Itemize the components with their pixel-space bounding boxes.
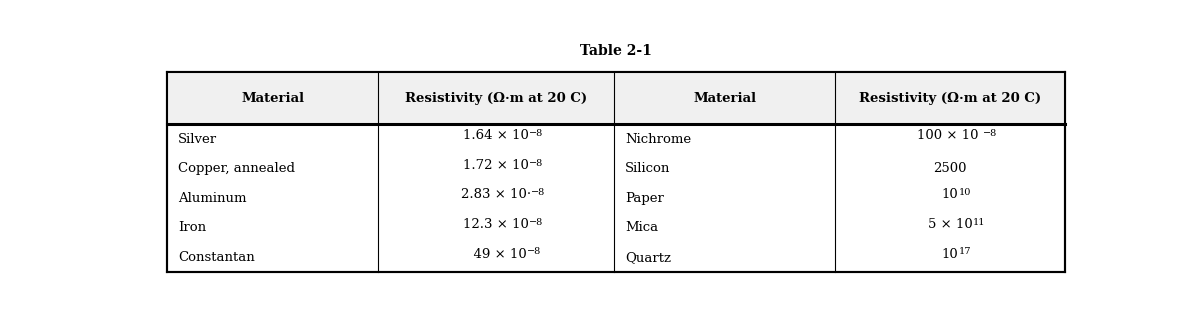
Text: 100 × 10: 100 × 10 <box>917 129 983 142</box>
Text: −8: −8 <box>529 129 543 138</box>
Text: Iron: Iron <box>178 222 207 235</box>
Text: 10: 10 <box>958 188 971 197</box>
Text: 1.72 × 10: 1.72 × 10 <box>464 159 529 172</box>
Text: Quartz: Quartz <box>625 251 672 264</box>
Text: Copper, annealed: Copper, annealed <box>178 162 296 175</box>
Text: 10: 10 <box>941 248 958 261</box>
Text: 10: 10 <box>941 188 958 201</box>
Text: −8: −8 <box>531 188 546 197</box>
Text: −8: −8 <box>983 129 998 138</box>
Text: −8: −8 <box>529 158 543 168</box>
Bar <box>167 72 1065 272</box>
Text: 12.3 × 10: 12.3 × 10 <box>464 218 529 231</box>
Bar <box>167 72 1065 124</box>
Text: 5 × 10: 5 × 10 <box>928 218 972 231</box>
Text: Silver: Silver <box>178 133 218 146</box>
Text: Material: Material <box>242 92 304 105</box>
Text: 17: 17 <box>958 248 971 256</box>
Text: −8: −8 <box>528 248 541 256</box>
Text: Material: Material <box>694 92 756 105</box>
Text: Table 2-1: Table 2-1 <box>581 44 651 58</box>
Text: 1.64 × 10: 1.64 × 10 <box>464 129 529 142</box>
Text: Resistivity (Ω·m at 20 C): Resistivity (Ω·m at 20 C) <box>859 92 1041 105</box>
Text: Constantan: Constantan <box>178 251 255 264</box>
Text: 2500: 2500 <box>933 162 966 175</box>
Text: Paper: Paper <box>625 192 665 205</box>
Text: Aluminum: Aluminum <box>178 192 246 205</box>
Text: Nichrome: Nichrome <box>625 133 691 146</box>
Text: 11: 11 <box>972 218 984 227</box>
Text: −8: −8 <box>529 218 543 227</box>
Text: Mica: Mica <box>625 222 659 235</box>
Text: 2.83 × 10·: 2.83 × 10· <box>462 188 531 201</box>
Text: 49 × 10: 49 × 10 <box>465 248 528 261</box>
Text: Silicon: Silicon <box>625 162 671 175</box>
Text: Resistivity (Ω·m at 20 C): Resistivity (Ω·m at 20 C) <box>405 92 588 105</box>
